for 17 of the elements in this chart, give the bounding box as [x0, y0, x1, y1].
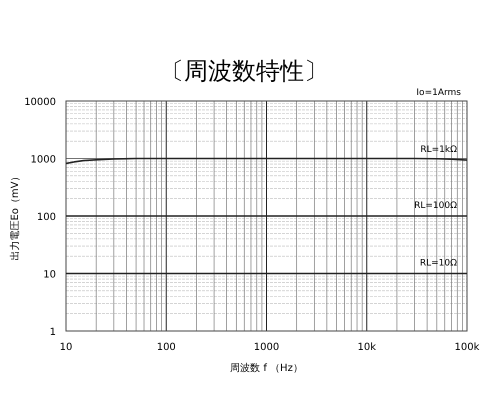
chart-title: 〔周波数特性〕 [160, 57, 328, 85]
series-label: RL=1kΩ [420, 145, 458, 156]
x-tick-label: 10 [60, 342, 72, 353]
y-tick-label: 100 [36, 212, 56, 223]
y-axis-title: 出力電圧Eo（mV） [9, 171, 21, 261]
y-tick-label: 1000 [30, 154, 56, 166]
series-label: RL=100Ω [414, 201, 458, 211]
x-tick-label: 10k [357, 342, 376, 353]
x-axis-title: 周波数 f （Hz） [230, 362, 303, 374]
y-tick-label: 10000 [24, 97, 56, 108]
y-tick-label: 10 [43, 270, 56, 280]
y-tick-label: 1 [50, 327, 56, 338]
x-tick-label: 100 [156, 342, 176, 353]
x-tick-label: 1000 [254, 342, 280, 353]
x-tick-label: 100k [454, 342, 480, 353]
text: Io=1Arms [416, 88, 462, 98]
series-label: RL=10Ω [420, 258, 458, 268]
